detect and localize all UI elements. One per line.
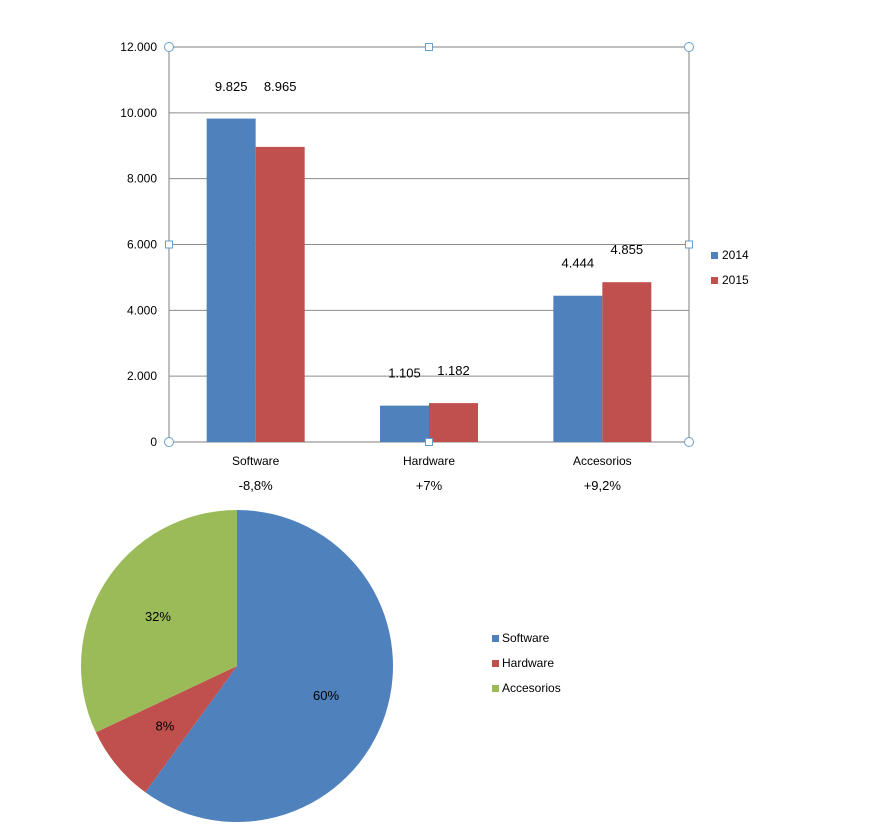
resize-handle-corner[interactable] [684,42,694,52]
legend-label: Accesorios [502,681,561,695]
legend-swatch [492,635,499,642]
resize-handle-edge[interactable] [425,438,433,446]
legend-swatch [492,685,499,692]
change-label: +7% [416,478,443,493]
y-tick-label: 10.000 [120,106,157,120]
slice-label: 60% [313,688,339,703]
category-label: Hardware [403,454,455,468]
data-label: 1.105 [388,366,421,381]
bar-software-2014[interactable] [206,118,256,442]
pie-slice-software[interactable] [145,510,393,822]
category-label: Accesorios [573,454,632,468]
bar-hardware-2015[interactable] [429,403,478,442]
pie-slice-accesorios[interactable] [80,510,238,733]
resize-handle-corner[interactable] [164,42,174,52]
y-tick-label: 8.000 [127,172,157,186]
resize-handle-corner[interactable] [164,437,174,447]
data-label: 1.182 [437,363,470,378]
y-tick-label: 2.000 [127,369,157,383]
y-tick-label: 4.000 [127,303,157,317]
y-tick-label: 6.000 [127,238,157,252]
bar-chart: 0 2.000 4.000 6.000 8.000 10.000 12.000 9.825 8… [120,40,749,493]
resize-handle-corner[interactable] [684,437,694,447]
bar-accesorios-2015[interactable] [602,282,652,442]
resize-handle-edge[interactable] [165,240,173,249]
bar-hardware-2014[interactable] [380,405,429,442]
legend-label: Hardware [502,656,554,670]
data-label: 8.965 [264,79,297,94]
data-label: 4.444 [562,256,595,271]
data-label: 4.855 [611,242,644,257]
bar-accesorios-2014[interactable] [553,295,603,442]
legend-label: Software [502,631,550,645]
resize-handle-edge[interactable] [685,240,693,249]
slice-label: 32% [145,609,171,624]
selection-handles[interactable] [164,42,694,447]
change-label: -8,8% [239,478,273,493]
resize-handle-edge[interactable] [425,43,433,51]
y-tick-label: 12.000 [120,40,157,54]
data-label: 9.825 [215,79,248,94]
legend-label: 2014 [722,248,749,262]
legend-label: 2015 [722,273,749,287]
category-label: Software [232,454,280,468]
bar-software-2015[interactable] [255,146,305,442]
slice-label: 8% [155,719,174,734]
legend-swatch [711,252,718,259]
legend-swatch [492,660,499,667]
y-tick-label: 0 [150,435,157,449]
pie-slice-hardware[interactable] [95,666,237,793]
change-label: +9,2% [584,478,622,493]
legend-swatch [711,277,718,284]
